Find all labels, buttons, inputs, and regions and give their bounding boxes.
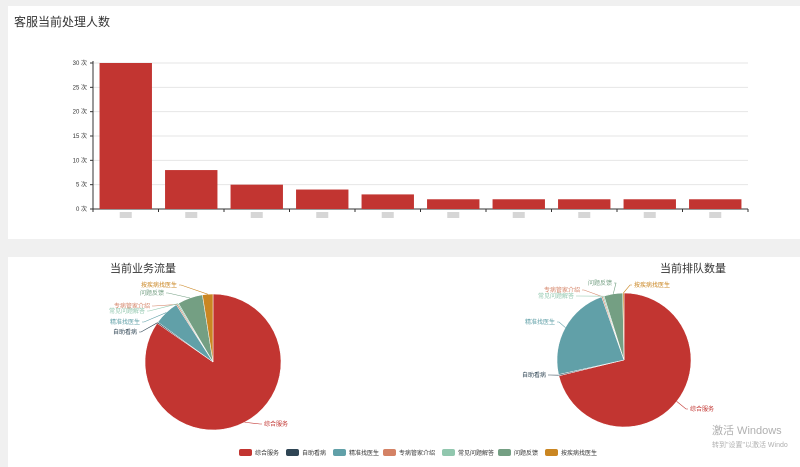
pie-label-line — [179, 284, 208, 295]
legend-item-label[interactable]: 按疾病找医生 — [561, 449, 597, 457]
bar — [427, 199, 480, 209]
pie-label: 问题反馈 — [140, 289, 164, 297]
legend-item-label[interactable]: 问题反馈 — [514, 449, 538, 457]
pie-label: 专病管家介绍 — [544, 286, 580, 294]
legend-item-label[interactable]: 综合服务 — [255, 449, 279, 457]
pie-slice — [556, 296, 625, 375]
pie-label-line — [676, 401, 688, 410]
pie-label-line — [582, 289, 603, 297]
pie-label-line — [147, 303, 179, 312]
pie-label: 专病管家介绍 — [114, 302, 150, 310]
pie-label-line — [142, 312, 167, 323]
pie-label-line — [139, 322, 158, 333]
legend-item-label[interactable]: 精准找医生 — [349, 449, 379, 457]
bar — [296, 189, 349, 209]
y-tick-label: 30 次 — [73, 59, 87, 67]
pie-label: 问题反馈 — [588, 279, 612, 287]
pie-label: 常见问题解答 — [109, 307, 145, 315]
bar — [99, 63, 152, 209]
pie-label-line — [557, 321, 566, 328]
x-tick-label-redacted — [447, 212, 460, 218]
pie-slice — [144, 293, 282, 431]
bar — [230, 184, 283, 209]
x-tick-label-redacted — [316, 212, 329, 218]
legend-item-label[interactable]: 常见问题解答 — [458, 449, 494, 457]
pie-label-line — [166, 292, 191, 299]
x-tick-label-redacted — [643, 212, 656, 218]
bar — [492, 199, 545, 209]
legend-swatch[interactable] — [442, 449, 455, 456]
pie-label: 精准找医生 — [110, 318, 140, 326]
y-tick-label: 0 次 — [76, 205, 87, 213]
y-tick-label: 15 次 — [73, 132, 87, 140]
bar — [623, 199, 676, 209]
legend-swatch[interactable] — [286, 449, 299, 456]
x-tick-label-redacted — [119, 212, 132, 218]
pie-label: 综合服务 — [690, 405, 714, 413]
bar-chart-title: 客服当前处理人数 — [14, 15, 111, 29]
watermark-line1: 激活 Windows — [712, 425, 782, 437]
legend-swatch[interactable] — [498, 449, 511, 456]
windows-activation-watermark: 激活 Windows 转到"设置"以激活 Windo — [712, 422, 788, 450]
x-tick-label-redacted — [709, 212, 722, 218]
bar — [165, 170, 218, 209]
x-tick-label-redacted — [250, 212, 263, 218]
pie-label: 精准找医生 — [525, 318, 555, 326]
pie-label: 按疾病找医生 — [141, 281, 177, 289]
pie-label: 自助看病 — [113, 328, 137, 336]
x-tick-label-redacted — [512, 212, 525, 218]
pie-title: 当前业务流量 — [110, 261, 176, 275]
pie-slice — [558, 292, 692, 428]
pie-slice — [622, 292, 625, 361]
pie-label-line — [612, 282, 617, 294]
legend-swatch[interactable] — [545, 449, 558, 456]
bar — [689, 199, 742, 209]
x-tick-label-redacted — [578, 212, 591, 218]
legend-item-label[interactable]: 专病管家介绍 — [399, 449, 435, 457]
y-tick-label: 10 次 — [73, 156, 87, 164]
pie-label-line — [244, 421, 262, 425]
y-tick-label: 20 次 — [73, 108, 87, 116]
legend-swatch[interactable] — [239, 449, 252, 456]
pie-title: 当前排队数量 — [660, 261, 726, 275]
legend-item-label[interactable]: 自助看病 — [302, 449, 326, 457]
pie-label: 综合服务 — [264, 420, 288, 428]
pie-label: 常见问题解答 — [538, 292, 574, 300]
pie-label-line — [623, 284, 632, 294]
pie-label: 自助看病 — [522, 371, 546, 379]
y-tick-label: 25 次 — [73, 83, 87, 91]
watermark-line2: 转到"设置"以激活 Windo — [712, 442, 788, 449]
pie-label-line — [152, 304, 177, 307]
x-tick-label-redacted — [185, 212, 198, 218]
legend-swatch[interactable] — [383, 449, 396, 456]
pie-label: 按疾病找医生 — [634, 281, 670, 289]
y-tick-label: 5 次 — [76, 181, 87, 189]
bar — [558, 199, 611, 209]
bar — [361, 194, 414, 209]
legend-swatch[interactable] — [333, 449, 346, 456]
x-tick-label-redacted — [381, 212, 394, 218]
